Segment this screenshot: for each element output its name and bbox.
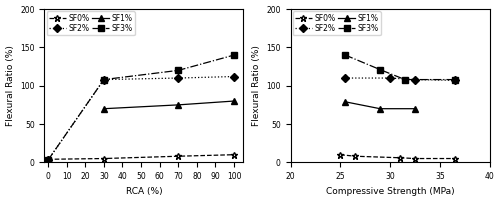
SF0% <box>101 157 107 160</box>
SF1% <box>231 100 237 102</box>
SF3% <box>342 54 348 56</box>
SF2% <box>342 77 348 79</box>
X-axis label: Compressive Strength (MPa): Compressive Strength (MPa) <box>326 187 454 196</box>
SF1% <box>342 101 348 103</box>
Legend: SF0%, SF2%, SF1%, SF3%: SF0%, SF2%, SF1%, SF3% <box>293 11 381 35</box>
SF0% <box>352 155 358 157</box>
Line: SF3%: SF3% <box>46 52 237 163</box>
SF2% <box>452 79 458 82</box>
SF2% <box>45 159 51 161</box>
SF2% <box>412 78 418 81</box>
SF0% <box>412 157 418 160</box>
Y-axis label: Flexural Ratio (%): Flexural Ratio (%) <box>252 45 260 126</box>
SF0% <box>452 157 458 160</box>
SF1% <box>412 108 418 110</box>
SF2% <box>231 75 237 78</box>
SF3% <box>45 159 51 161</box>
SF2% <box>387 77 393 79</box>
Line: SF2%: SF2% <box>342 75 458 83</box>
SF1% <box>377 108 383 110</box>
SF3% <box>452 78 458 81</box>
Line: SF0%: SF0% <box>337 151 458 162</box>
SF0% <box>231 153 237 156</box>
SF2% <box>101 78 107 81</box>
SF3% <box>377 69 383 71</box>
SF3% <box>231 54 237 56</box>
SF0% <box>176 155 182 157</box>
Line: SF1%: SF1% <box>342 99 417 111</box>
SF1% <box>176 104 182 106</box>
SF3% <box>101 78 107 81</box>
Line: SF3%: SF3% <box>342 52 458 82</box>
Line: SF0%: SF0% <box>44 151 238 163</box>
SF1% <box>101 108 107 110</box>
Line: SF2%: SF2% <box>46 74 237 163</box>
X-axis label: RCA (%): RCA (%) <box>126 187 162 196</box>
SF3% <box>402 78 408 81</box>
Legend: SF0%, SF2%, SF1%, SF3%: SF0%, SF2%, SF1%, SF3% <box>46 11 134 35</box>
SF0% <box>45 158 51 161</box>
SF0% <box>338 153 344 156</box>
SF2% <box>176 77 182 79</box>
Y-axis label: Flexural Ratio (%): Flexural Ratio (%) <box>6 45 15 126</box>
Line: SF1%: SF1% <box>101 98 237 111</box>
SF0% <box>397 157 403 159</box>
SF3% <box>176 69 182 71</box>
